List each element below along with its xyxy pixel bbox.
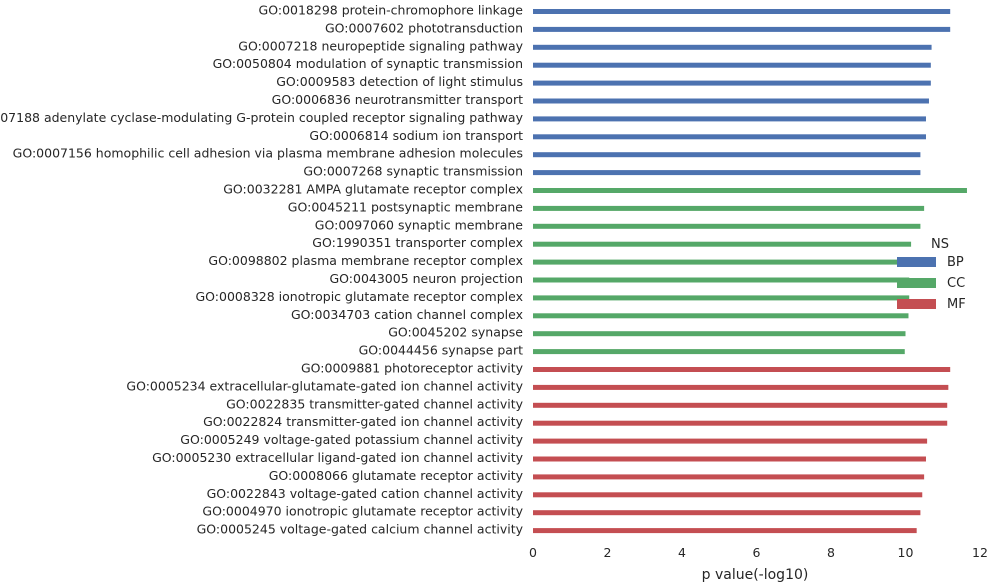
- bar: [533, 26, 951, 32]
- bar: [533, 134, 926, 140]
- bar: [533, 367, 951, 372]
- bar: [533, 420, 948, 426]
- legend-items: BP CC MF: [897, 255, 966, 312]
- bar: [533, 241, 912, 247]
- category-label: GO:0009583 detection of light stimulus: [276, 74, 523, 89]
- bar: [533, 44, 932, 50]
- category-label: GO:0044456 synapse part: [359, 343, 523, 358]
- bar: [533, 62, 931, 68]
- bar: [533, 331, 906, 337]
- category-label: GO:0007188 adenylate cyclase-modulating …: [0, 110, 524, 125]
- legend-label: CC: [947, 276, 965, 291]
- bar: [533, 474, 925, 480]
- bar: [533, 510, 921, 516]
- x-tick-label: 12: [972, 545, 988, 560]
- category-label: GO:0005234 extracellular-glutamate-gated…: [126, 378, 523, 393]
- bar: [533, 438, 928, 444]
- category-label: GO:0005230 extracellular ligand-gated io…: [152, 450, 524, 465]
- bar: [533, 152, 921, 158]
- x-tick-label: 0: [529, 545, 537, 560]
- x-axis-ticks: 0 2 4 6 8 10 12: [529, 545, 988, 560]
- category-label: GO:0005245 voltage-gated calcium channel…: [197, 522, 524, 537]
- category-label: GO:0006836 neurotransmitter transport: [272, 92, 523, 107]
- category-label: GO:0008066 glutamate receptor activity: [269, 468, 524, 483]
- bar: [533, 116, 926, 122]
- category-label: GO:0022835 transmitter-gated channel act…: [226, 396, 523, 411]
- category-label: GO:0009881 photoreceptor activity: [301, 361, 524, 376]
- bar: [533, 349, 905, 355]
- legend: NS BP CC MF: [897, 237, 966, 312]
- bar: [533, 402, 948, 408]
- bar: [533, 98, 929, 104]
- category-label: GO:0018298 protein-chromophore linkage: [259, 3, 524, 18]
- category-label: GO:0007602 phototransduction: [325, 20, 523, 35]
- bar: [533, 259, 910, 265]
- category-labels: GO:0018298 protein-chromophore linkage GO…: [0, 3, 524, 537]
- category-label: GO:0050804 modulation of synaptic transm…: [213, 56, 523, 71]
- category-label: GO:0004970 ionotropic glutamate receptor…: [202, 504, 523, 519]
- x-tick-label: 10: [898, 545, 914, 560]
- bar: [533, 170, 921, 176]
- category-label: GO:0005249 voltage-gated potassium chann…: [180, 432, 523, 447]
- legend-label: BP: [947, 255, 964, 270]
- bar: [533, 9, 951, 14]
- legend-title: NS: [931, 237, 949, 252]
- x-tick-label: 8: [827, 545, 835, 560]
- category-label: GO:0022824 transmitter-gated ion channel…: [203, 414, 524, 429]
- category-label: GO:0008328 ionotropic glutamate receptor…: [196, 289, 524, 304]
- bar: [533, 384, 949, 390]
- category-label: GO:0097060 synaptic membrane: [315, 217, 524, 232]
- x-tick-label: 6: [753, 545, 761, 560]
- bar: [533, 492, 923, 498]
- legend-swatch: [897, 299, 936, 309]
- x-tick-label: 4: [678, 545, 686, 560]
- bar: [533, 205, 925, 211]
- legend-label: MF: [947, 297, 966, 312]
- bar: [533, 313, 909, 319]
- category-label: GO:0022843 voltage-gated cation channel …: [207, 486, 524, 501]
- category-label: GO:0045211 postsynaptic membrane: [288, 199, 524, 214]
- category-label: GO:1990351 transporter complex: [312, 235, 523, 250]
- bar: [533, 223, 921, 229]
- legend-swatch: [897, 257, 936, 267]
- category-label: GO:0045202 synapse: [388, 325, 523, 340]
- bars-layer: [533, 9, 967, 534]
- bar: [533, 277, 910, 283]
- bar: [533, 528, 917, 534]
- category-label: GO:0034703 cation channel complex: [291, 307, 523, 322]
- category-label: GO:0098802 plasma membrane receptor comp…: [208, 253, 523, 268]
- x-tick-label: 2: [604, 545, 612, 560]
- legend-swatch: [897, 278, 936, 288]
- category-label: GO:0043005 neuron projection: [329, 271, 523, 286]
- category-label: GO:0007156 homophilic cell adhesion via …: [13, 146, 523, 161]
- bar: [533, 456, 926, 462]
- bar: [533, 188, 967, 193]
- category-label: GO:0007218 neuropeptide signaling pathwa…: [238, 38, 523, 53]
- category-label: GO:0032281 AMPA glutamate receptor compl…: [223, 182, 523, 197]
- category-label: GO:0007268 synaptic transmission: [303, 164, 523, 179]
- x-axis-label: p value(-log10): [702, 567, 809, 583]
- category-label: GO:0006814 sodium ion transport: [309, 128, 523, 143]
- bar: [533, 80, 931, 86]
- bar: [533, 295, 910, 301]
